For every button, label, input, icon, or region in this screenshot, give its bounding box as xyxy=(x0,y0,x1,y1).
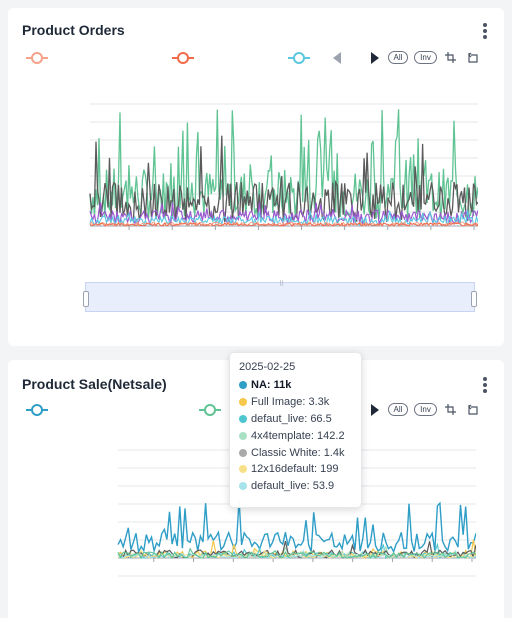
series-dot-icon xyxy=(239,482,247,491)
series-dot-icon xyxy=(239,465,247,474)
tooltip-row: Full Image: 3.3k xyxy=(239,394,352,411)
tooltip-label: NA: 11k xyxy=(251,379,292,392)
legend-series-1[interactable] xyxy=(26,52,48,64)
legend-series-3[interactable] xyxy=(288,52,310,64)
legend-series-2[interactable] xyxy=(199,404,221,416)
chart-tooltip: 2025-02-25 NA: 11k Full Image: 3.3k defaut… xyxy=(229,352,362,508)
legend-series-2[interactable] xyxy=(172,52,194,64)
tooltip-date: 2025-02-25 xyxy=(239,361,296,373)
series-dot-icon xyxy=(239,448,247,457)
tooltip-label: default_live: 53.9 xyxy=(251,480,335,493)
series-dot-icon xyxy=(239,414,247,423)
zoom-start-handle[interactable] xyxy=(83,291,89,307)
invert-selection-button[interactable]: Inv xyxy=(414,403,437,416)
series-dot-icon xyxy=(239,398,247,407)
zoom-select-icon[interactable] xyxy=(445,404,456,415)
zoom-reset-icon[interactable] xyxy=(467,404,478,415)
tooltip-row: Classic White: 1.4k xyxy=(239,444,352,461)
tooltip-row: NA: 11k xyxy=(239,377,352,394)
more-options-icon[interactable] xyxy=(480,377,490,393)
series-dot-icon xyxy=(239,431,247,440)
series-line xyxy=(89,109,478,220)
zoom-grip-icon[interactable]: ⠿ xyxy=(279,281,285,288)
more-options-icon[interactable] xyxy=(480,23,490,39)
invert-selection-button[interactable]: Inv xyxy=(414,51,437,64)
zoom-select-icon[interactable] xyxy=(445,52,456,63)
product-orders-card: Product Orders All Inv ⠿ xyxy=(8,8,504,346)
legend-next-page-icon[interactable] xyxy=(371,404,379,416)
tooltip-row: 4x4template: 142.2 xyxy=(239,427,352,444)
tooltip-label: 12x16default: 199 xyxy=(251,463,339,476)
data-zoom-slider[interactable]: ⠿ xyxy=(83,281,477,312)
tooltip-label: Full Image: 3.3k xyxy=(251,396,330,409)
tooltip-label: defaut_live: 66.5 xyxy=(251,412,332,425)
tooltip-row: 12x16default: 199 xyxy=(239,461,352,478)
legend-next-page-icon[interactable] xyxy=(371,52,379,64)
chart-title: Product Orders xyxy=(22,22,125,38)
tooltip-label: 4x4template: 142.2 xyxy=(251,429,345,442)
tooltip-row: defaut_live: 66.5 xyxy=(239,411,352,428)
series-dot-icon xyxy=(239,381,247,390)
select-all-button[interactable]: All xyxy=(388,403,408,416)
legend-series-1[interactable] xyxy=(26,404,48,416)
select-all-button[interactable]: All xyxy=(388,51,408,64)
tooltip-label: Classic White: 1.4k xyxy=(251,446,345,459)
tooltip-row: default_live: 53.9 xyxy=(239,478,352,495)
series-line xyxy=(89,222,478,227)
chart-title: Product Sale(Netsale) xyxy=(22,376,167,392)
series-line xyxy=(89,135,478,223)
orders-plot-area xyxy=(89,103,478,230)
series-line xyxy=(117,499,476,555)
zoom-reset-icon[interactable] xyxy=(467,52,478,63)
zoom-end-handle[interactable] xyxy=(471,291,477,307)
series-line xyxy=(117,547,476,560)
legend-prev-page-icon[interactable] xyxy=(333,52,341,64)
series-line xyxy=(89,209,478,227)
